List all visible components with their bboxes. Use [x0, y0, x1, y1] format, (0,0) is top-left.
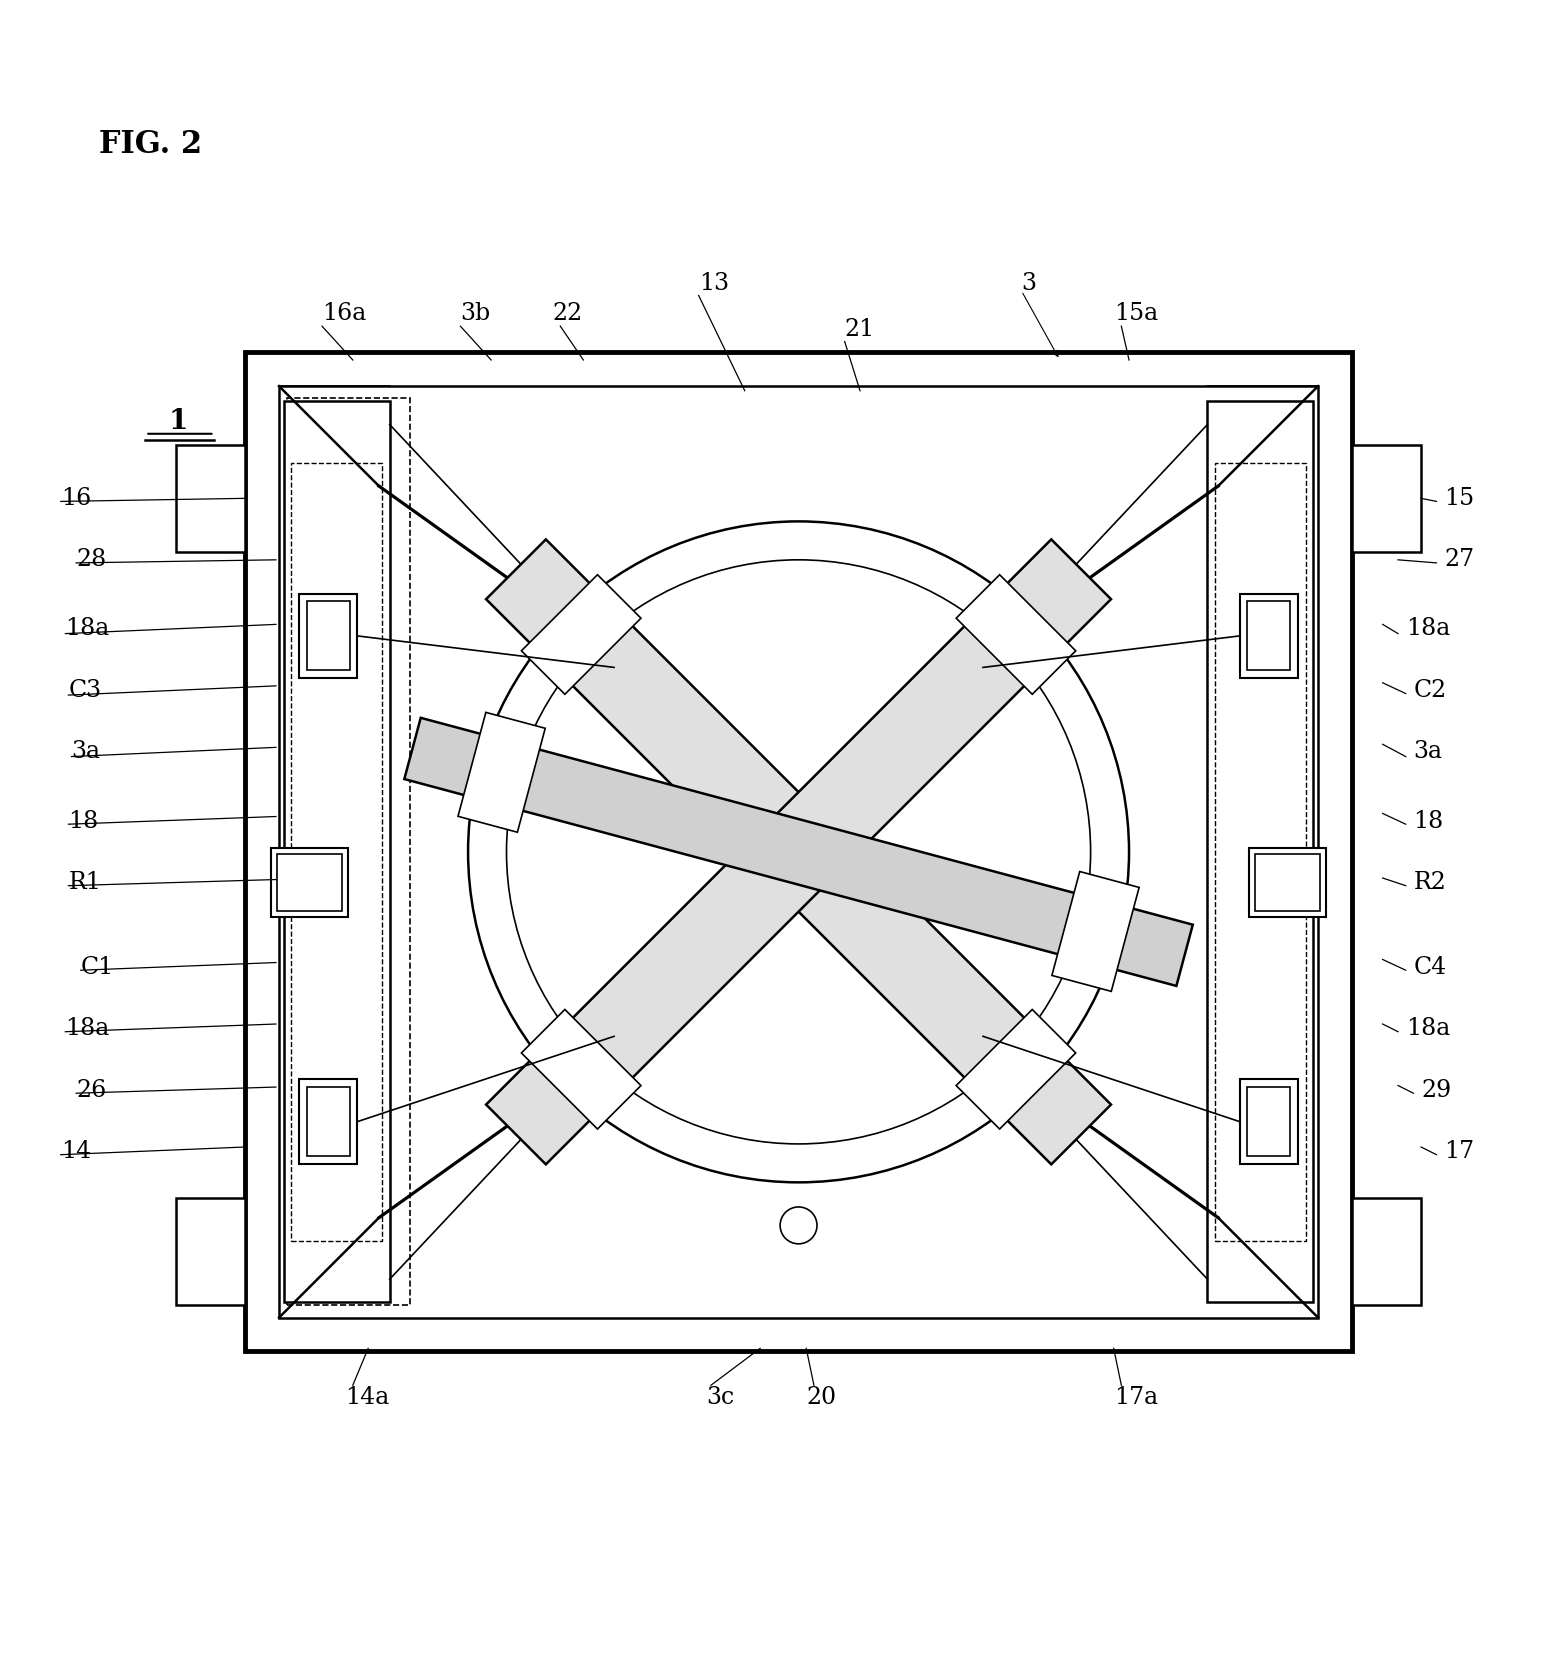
- Bar: [287, 398, 409, 1305]
- Text: 18a: 18a: [65, 1017, 110, 1041]
- Text: 27: 27: [1444, 549, 1475, 570]
- Bar: [175, 1198, 245, 1305]
- Text: 13: 13: [698, 271, 729, 294]
- Polygon shape: [521, 1009, 641, 1129]
- Text: C2: C2: [1413, 679, 1447, 703]
- Bar: [1239, 594, 1298, 678]
- Polygon shape: [485, 539, 1111, 1164]
- Bar: [271, 848, 347, 917]
- Text: 29: 29: [1421, 1079, 1452, 1101]
- Bar: [307, 1087, 349, 1156]
- Text: 15a: 15a: [1114, 303, 1157, 325]
- Circle shape: [780, 1206, 817, 1243]
- Polygon shape: [1052, 872, 1138, 992]
- Text: 3c: 3c: [706, 1385, 735, 1409]
- Bar: [1214, 463, 1306, 1241]
- Text: 18a: 18a: [1405, 617, 1450, 641]
- Polygon shape: [405, 718, 1193, 985]
- Bar: [1207, 402, 1314, 1302]
- Circle shape: [468, 522, 1129, 1183]
- Text: C4: C4: [1413, 955, 1447, 979]
- Text: FIG. 2: FIG. 2: [99, 129, 202, 161]
- Bar: [1352, 1198, 1421, 1305]
- Bar: [1255, 855, 1320, 912]
- Polygon shape: [955, 1009, 1076, 1129]
- Bar: [299, 1079, 357, 1164]
- Text: C3: C3: [68, 679, 101, 703]
- Bar: [292, 463, 382, 1241]
- Bar: [307, 601, 349, 671]
- Polygon shape: [521, 576, 641, 694]
- Bar: [278, 855, 343, 912]
- Text: 14a: 14a: [346, 1385, 389, 1409]
- Text: 28: 28: [76, 549, 107, 570]
- Bar: [175, 445, 245, 552]
- Text: C1: C1: [81, 955, 113, 979]
- Text: 3a: 3a: [1413, 741, 1442, 763]
- Text: 1: 1: [169, 408, 188, 435]
- Text: 16: 16: [60, 487, 92, 510]
- Bar: [279, 386, 1318, 1318]
- Text: 16a: 16a: [323, 303, 366, 325]
- Text: 22: 22: [552, 303, 583, 325]
- Bar: [1249, 848, 1326, 917]
- Text: R1: R1: [68, 872, 101, 893]
- Polygon shape: [458, 713, 546, 831]
- Bar: [1247, 1087, 1290, 1156]
- Bar: [1247, 601, 1290, 671]
- Text: 20: 20: [807, 1385, 836, 1409]
- Text: 17: 17: [1444, 1139, 1475, 1163]
- Text: 3a: 3a: [71, 741, 101, 763]
- Bar: [284, 402, 389, 1302]
- Bar: [299, 594, 357, 678]
- Bar: [245, 353, 1352, 1352]
- Text: 18: 18: [68, 810, 99, 833]
- Text: 15: 15: [1444, 487, 1475, 510]
- Text: 14: 14: [60, 1139, 92, 1163]
- Bar: [1352, 445, 1421, 552]
- Polygon shape: [485, 539, 1111, 1164]
- Text: 17a: 17a: [1114, 1385, 1157, 1409]
- Text: 26: 26: [76, 1079, 107, 1101]
- Text: 3: 3: [1022, 271, 1036, 294]
- Text: R2: R2: [1413, 872, 1446, 893]
- Text: 21: 21: [845, 318, 875, 341]
- Text: 3b: 3b: [461, 303, 490, 325]
- Text: 18: 18: [1413, 810, 1444, 833]
- Polygon shape: [955, 576, 1076, 694]
- Text: 18a: 18a: [1405, 1017, 1450, 1041]
- Text: 18a: 18a: [65, 617, 110, 641]
- Circle shape: [507, 560, 1090, 1144]
- Bar: [1239, 1079, 1298, 1164]
